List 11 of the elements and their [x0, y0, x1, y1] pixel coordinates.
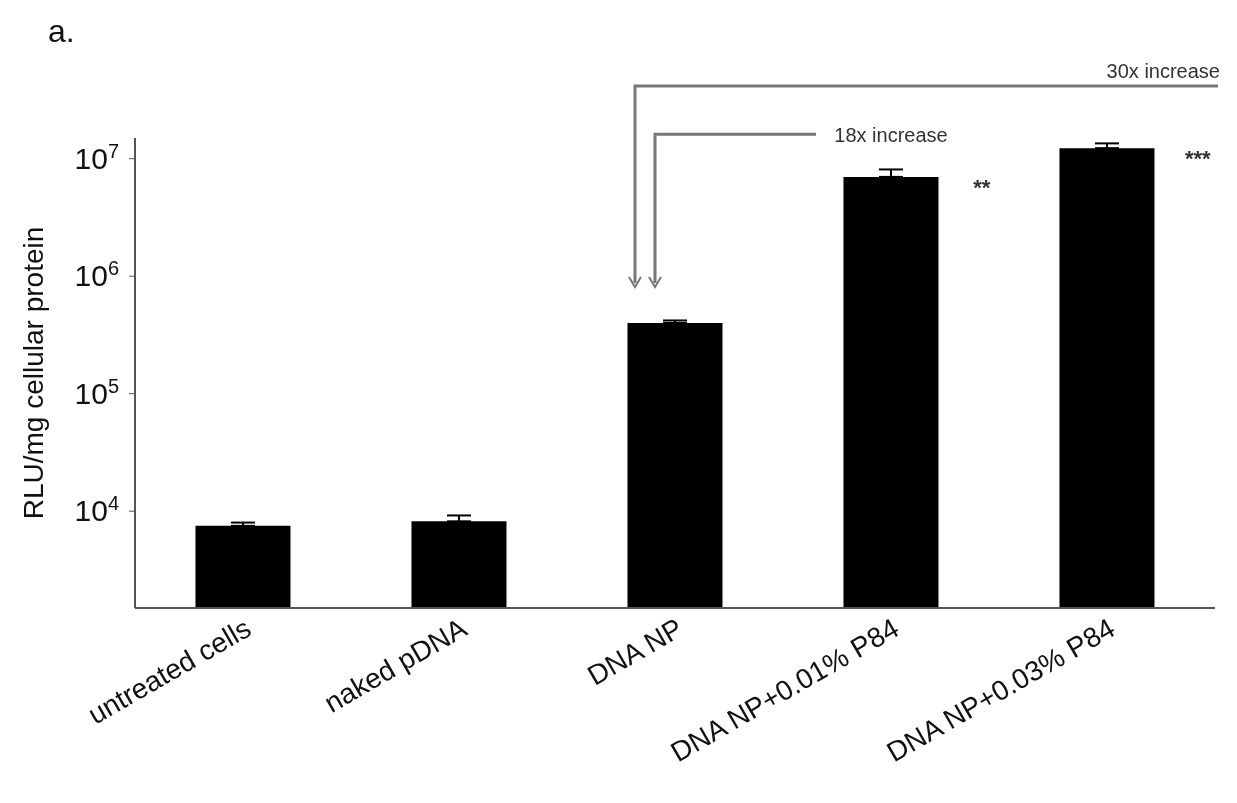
annotation: **: [973, 174, 991, 200]
x-tick-label: DNA NP: [582, 612, 688, 692]
y-tick-label: 10$^{6}$: [74, 257, 119, 293]
y-tick-label: 10$^{4}$: [74, 492, 119, 528]
y-tick-label: 10$^{7}$: [74, 139, 119, 175]
text: 30x increase: [1106, 60, 1220, 82]
annotation: ***: [1184, 146, 1211, 172]
annotation: 18x increase: [834, 124, 948, 147]
y-axis-title: RLU/mg cellular protein: [18, 226, 49, 520]
y-tick-label: 10$^{5}$: [74, 374, 119, 410]
chart-title: a.: [48, 13, 75, 49]
